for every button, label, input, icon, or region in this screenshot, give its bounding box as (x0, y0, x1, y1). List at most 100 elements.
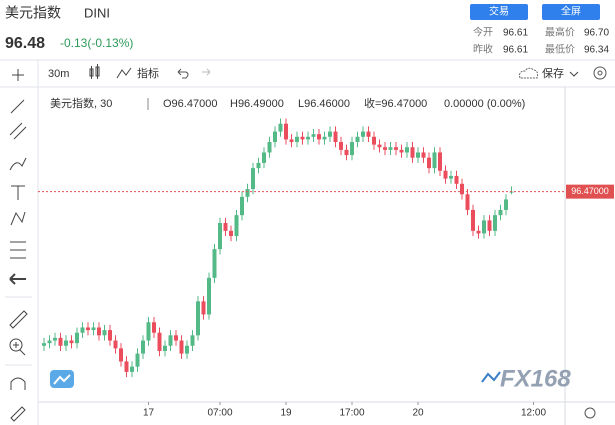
candle-body (476, 230, 481, 234)
stat-value: 96.61 (503, 28, 528, 39)
candle-body (377, 144, 382, 148)
candle-body (234, 215, 239, 237)
stat-value: 96.70 (584, 28, 609, 39)
candle-body (328, 131, 332, 137)
candle-body (53, 337, 57, 341)
candle-body (174, 335, 178, 341)
candle-body (146, 322, 151, 341)
candle-body (317, 134, 321, 140)
candle-body (108, 330, 112, 341)
candle-body (218, 222, 222, 250)
watermark-logo (481, 371, 501, 383)
save[interactable]: 保存 (542, 66, 564, 80)
undo[interactable] (177, 68, 189, 79)
candle-body (141, 340, 145, 354)
candle-body (487, 220, 492, 231)
legend-high: H96.49000 (230, 98, 284, 110)
candle-body (207, 277, 211, 315)
candle-body (102, 330, 107, 336)
candle-body (251, 168, 255, 190)
candle-body (311, 134, 316, 137)
candle-body (366, 131, 371, 137)
fullscreen-button[interactable] (542, 4, 600, 20)
candle-body (124, 361, 129, 372)
candle-body (91, 327, 96, 331)
candle-body (278, 123, 283, 132)
legend-low: L96.46000 (298, 98, 350, 110)
candle-body (383, 147, 387, 150)
trade-button[interactable] (470, 4, 528, 20)
x-tick-label: 17 (143, 408, 155, 419)
candle-body (421, 152, 426, 158)
candle-body (179, 340, 184, 354)
candle-body (75, 332, 79, 344)
legend-series: 美元指数, 30 (50, 96, 112, 110)
tv-logo-mark (53, 374, 71, 385)
redo[interactable] (202, 68, 211, 76)
legend-open: O96.47000 (163, 98, 217, 110)
candle-body (267, 142, 272, 153)
settings-core (597, 70, 603, 76)
candle-body (355, 136, 360, 143)
price-label-bg (566, 184, 614, 199)
candle-body (410, 147, 415, 158)
interval[interactable]: 30m (48, 68, 69, 80)
drawing-tools[interactable] (9, 69, 28, 422)
candle-body (493, 215, 497, 231)
legend-change: 0.00000 (0.00%) (444, 98, 525, 110)
candle-body (344, 149, 349, 156)
candle-body (482, 220, 486, 234)
fullscreen-button-label[interactable]: 全屏 (561, 5, 581, 18)
candle-body (135, 353, 140, 367)
candle-body (229, 230, 233, 237)
dropdown[interactable] (569, 71, 579, 77)
symbol-code: DINI (84, 5, 110, 20)
candle-body (262, 152, 266, 163)
indicators[interactable]: 指标 (137, 66, 159, 80)
candle-body (449, 175, 453, 179)
candle-body (245, 189, 250, 197)
candle-body (300, 136, 305, 140)
change: -0.13(-0.13%) (60, 36, 133, 50)
trade-button-label[interactable]: 交易 (489, 5, 509, 18)
stat-label: 最高价 (545, 26, 575, 39)
axis-settings[interactable] (584, 407, 596, 419)
candle-body (372, 136, 376, 145)
candle-body (256, 162, 261, 169)
candle-body (163, 345, 167, 351)
candle-body (119, 348, 123, 362)
candle-body (333, 131, 338, 143)
x-tick-label: 07:00 (207, 408, 232, 419)
candle-body (394, 147, 398, 150)
candle-body (86, 327, 90, 331)
legend-close: 收=96.47000 (364, 96, 427, 110)
candle-body (196, 301, 200, 336)
x-tick-label: 17:00 (339, 408, 364, 419)
indicator-icon[interactable] (116, 67, 132, 79)
candle-body (399, 149, 404, 153)
candle-body (306, 136, 310, 140)
candle-body (504, 199, 508, 210)
x-tick-label: 20 (412, 408, 424, 419)
candle-body (47, 340, 52, 344)
candle-body (240, 196, 244, 216)
settings[interactable] (593, 66, 607, 80)
symbol-name: 美元指数 (5, 5, 61, 21)
candle-body (405, 147, 409, 153)
candle-body (350, 142, 354, 156)
candle-body (130, 366, 134, 372)
candle-icon[interactable] (89, 64, 100, 79)
candle-body (168, 335, 173, 346)
candles (42, 118, 514, 378)
candle-body (443, 170, 448, 179)
price-label: 96.47000 (571, 186, 609, 196)
cloud-icon[interactable] (519, 67, 539, 79)
candle-body (69, 340, 74, 344)
candle-body (58, 337, 63, 346)
stat-label: 最低价 (545, 43, 575, 56)
candle-body (273, 131, 277, 143)
candle-body (361, 131, 365, 137)
candle-body (460, 183, 464, 195)
price: 96.48 (5, 35, 45, 52)
